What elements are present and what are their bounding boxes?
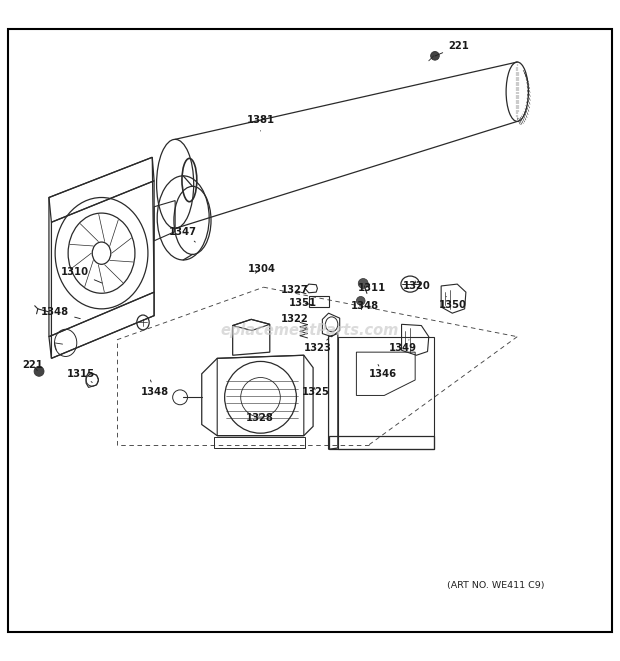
Text: 1322: 1322 — [281, 315, 308, 327]
Text: 1349: 1349 — [389, 340, 417, 353]
Text: 221: 221 — [435, 41, 469, 56]
Text: 1325: 1325 — [302, 387, 330, 397]
Text: 1311: 1311 — [358, 284, 386, 293]
Ellipse shape — [431, 52, 440, 60]
Ellipse shape — [34, 366, 44, 376]
Text: 221: 221 — [22, 360, 43, 370]
Text: 1381: 1381 — [246, 115, 275, 131]
Text: 1320: 1320 — [402, 281, 430, 291]
Text: eplacementParts.com: eplacementParts.com — [221, 323, 399, 338]
Ellipse shape — [358, 278, 368, 288]
Text: 1310: 1310 — [61, 267, 102, 283]
Text: 1350: 1350 — [438, 297, 466, 309]
Text: 1347: 1347 — [169, 227, 197, 242]
Text: 1328: 1328 — [246, 413, 273, 423]
Text: 1315: 1315 — [67, 369, 95, 383]
Text: 1346: 1346 — [369, 364, 397, 379]
Ellipse shape — [356, 297, 365, 305]
Text: 1304: 1304 — [248, 264, 276, 274]
Text: 1323: 1323 — [304, 338, 331, 353]
Text: 1351: 1351 — [288, 297, 317, 307]
Text: 1348: 1348 — [41, 307, 80, 319]
Text: (ART NO. WE411 C9): (ART NO. WE411 C9) — [447, 581, 544, 590]
Text: 1348: 1348 — [141, 380, 169, 397]
Text: 1348: 1348 — [350, 301, 378, 311]
Text: 1327: 1327 — [281, 286, 308, 295]
